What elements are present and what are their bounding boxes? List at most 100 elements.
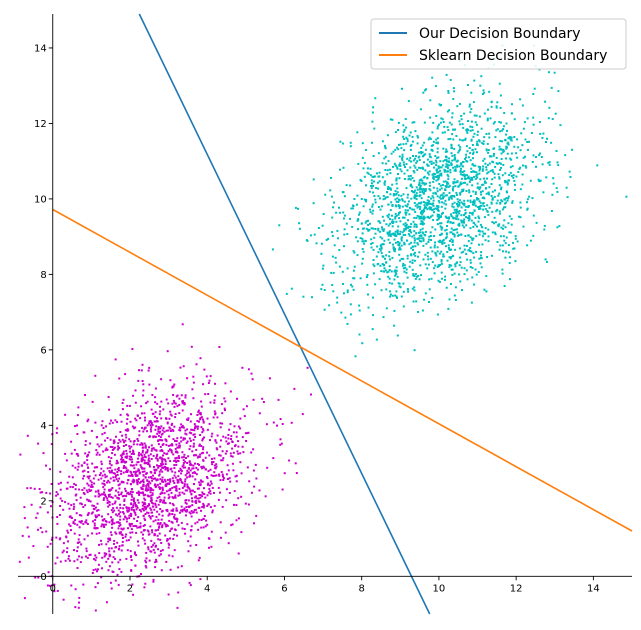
scatter-point [369, 167, 372, 170]
scatter-point [451, 216, 454, 219]
scatter-point [365, 200, 367, 203]
scatter-point [149, 525, 152, 528]
scatter-point [179, 429, 182, 432]
scatter-point [143, 517, 146, 520]
scatter-point [395, 182, 398, 185]
scatter-point [45, 491, 48, 494]
scatter-point [169, 479, 172, 482]
scatter-point [450, 256, 453, 259]
scatter-point [153, 468, 156, 471]
scatter-point [159, 410, 162, 413]
scatter-point [45, 464, 47, 467]
scatter-point [488, 90, 491, 93]
scatter-point [496, 101, 499, 104]
scatter-point [188, 460, 191, 463]
scatter-point [203, 368, 206, 371]
scatter-point [156, 453, 159, 456]
scatter-point [397, 121, 400, 124]
scatter-point [483, 177, 485, 180]
scatter-point [164, 534, 167, 537]
scatter-point [488, 186, 491, 189]
scatter-point [384, 147, 387, 150]
scatter-point [521, 104, 524, 107]
y-tick-label: 8 [40, 270, 46, 281]
scatter-point [429, 137, 432, 140]
scatter-point [544, 258, 547, 261]
scatter-point [108, 495, 110, 498]
scatter-point [365, 220, 368, 223]
scatter-point [86, 523, 89, 525]
scatter-point [440, 250, 443, 253]
scatter-point [469, 111, 472, 114]
scatter-point [377, 152, 380, 155]
scatter-point [382, 195, 385, 197]
scatter-point [173, 401, 176, 404]
scatter-point [105, 495, 107, 498]
scatter-point [518, 168, 521, 170]
scatter-point [181, 510, 184, 513]
scatter-point [388, 250, 391, 253]
scatter-point [142, 485, 145, 488]
scatter-point [67, 502, 70, 505]
scatter-point [64, 413, 67, 416]
scatter-point [432, 186, 435, 189]
scatter-point [436, 313, 439, 316]
scatter-point [470, 176, 473, 179]
scatter-point [526, 208, 529, 211]
scatter-point [438, 103, 441, 106]
scatter-point [222, 477, 225, 480]
scatter-point [463, 221, 465, 224]
scatter-point [446, 181, 449, 184]
scatter-point [440, 117, 443, 120]
scatter-point [420, 151, 422, 153]
scatter-point [429, 246, 432, 249]
scatter-point [93, 524, 96, 527]
scatter-point [440, 166, 443, 169]
scatter-point [177, 455, 180, 458]
scatter-point [130, 559, 133, 561]
scatter-point [496, 208, 499, 211]
scatter-points [18, 44, 628, 612]
scatter-point [239, 417, 242, 420]
scatter-point [383, 183, 386, 186]
scatter-point [172, 385, 175, 388]
scatter-point [505, 250, 508, 253]
scatter-point [115, 489, 117, 492]
scatter-point [413, 191, 416, 194]
scatter-point [114, 358, 117, 361]
scatter-point [119, 531, 122, 534]
scatter-point [136, 482, 139, 485]
scatter-point [136, 520, 139, 522]
scatter-point [478, 186, 481, 189]
scatter-point [146, 511, 149, 514]
scatter-point [191, 497, 193, 500]
scatter-point [135, 470, 138, 473]
scatter-point [234, 444, 237, 447]
scatter-point [149, 424, 152, 427]
scatter-point [80, 503, 83, 506]
scatter-point [353, 265, 356, 268]
scatter-point [415, 186, 418, 189]
scatter-point [400, 194, 403, 197]
scatter-point [444, 199, 447, 202]
scatter-point [439, 166, 442, 169]
scatter-point [84, 452, 87, 455]
scatter-point [125, 533, 128, 536]
scatter-point [219, 426, 222, 429]
scatter-point [180, 426, 183, 429]
scatter-point [466, 150, 469, 153]
scatter-point [522, 156, 525, 159]
scatter-point [477, 130, 479, 133]
scatter-point [409, 148, 412, 151]
scatter-point [33, 487, 36, 490]
scatter-point [446, 173, 449, 176]
scatter-point [147, 546, 150, 549]
scatter-point [137, 516, 140, 519]
scatter-point [526, 117, 529, 120]
scatter-point [361, 248, 364, 250]
scatter-point [500, 148, 503, 151]
scatter-point [476, 133, 479, 136]
scatter-point [219, 536, 222, 539]
scatter-point [501, 268, 504, 271]
scatter-point [445, 163, 448, 166]
